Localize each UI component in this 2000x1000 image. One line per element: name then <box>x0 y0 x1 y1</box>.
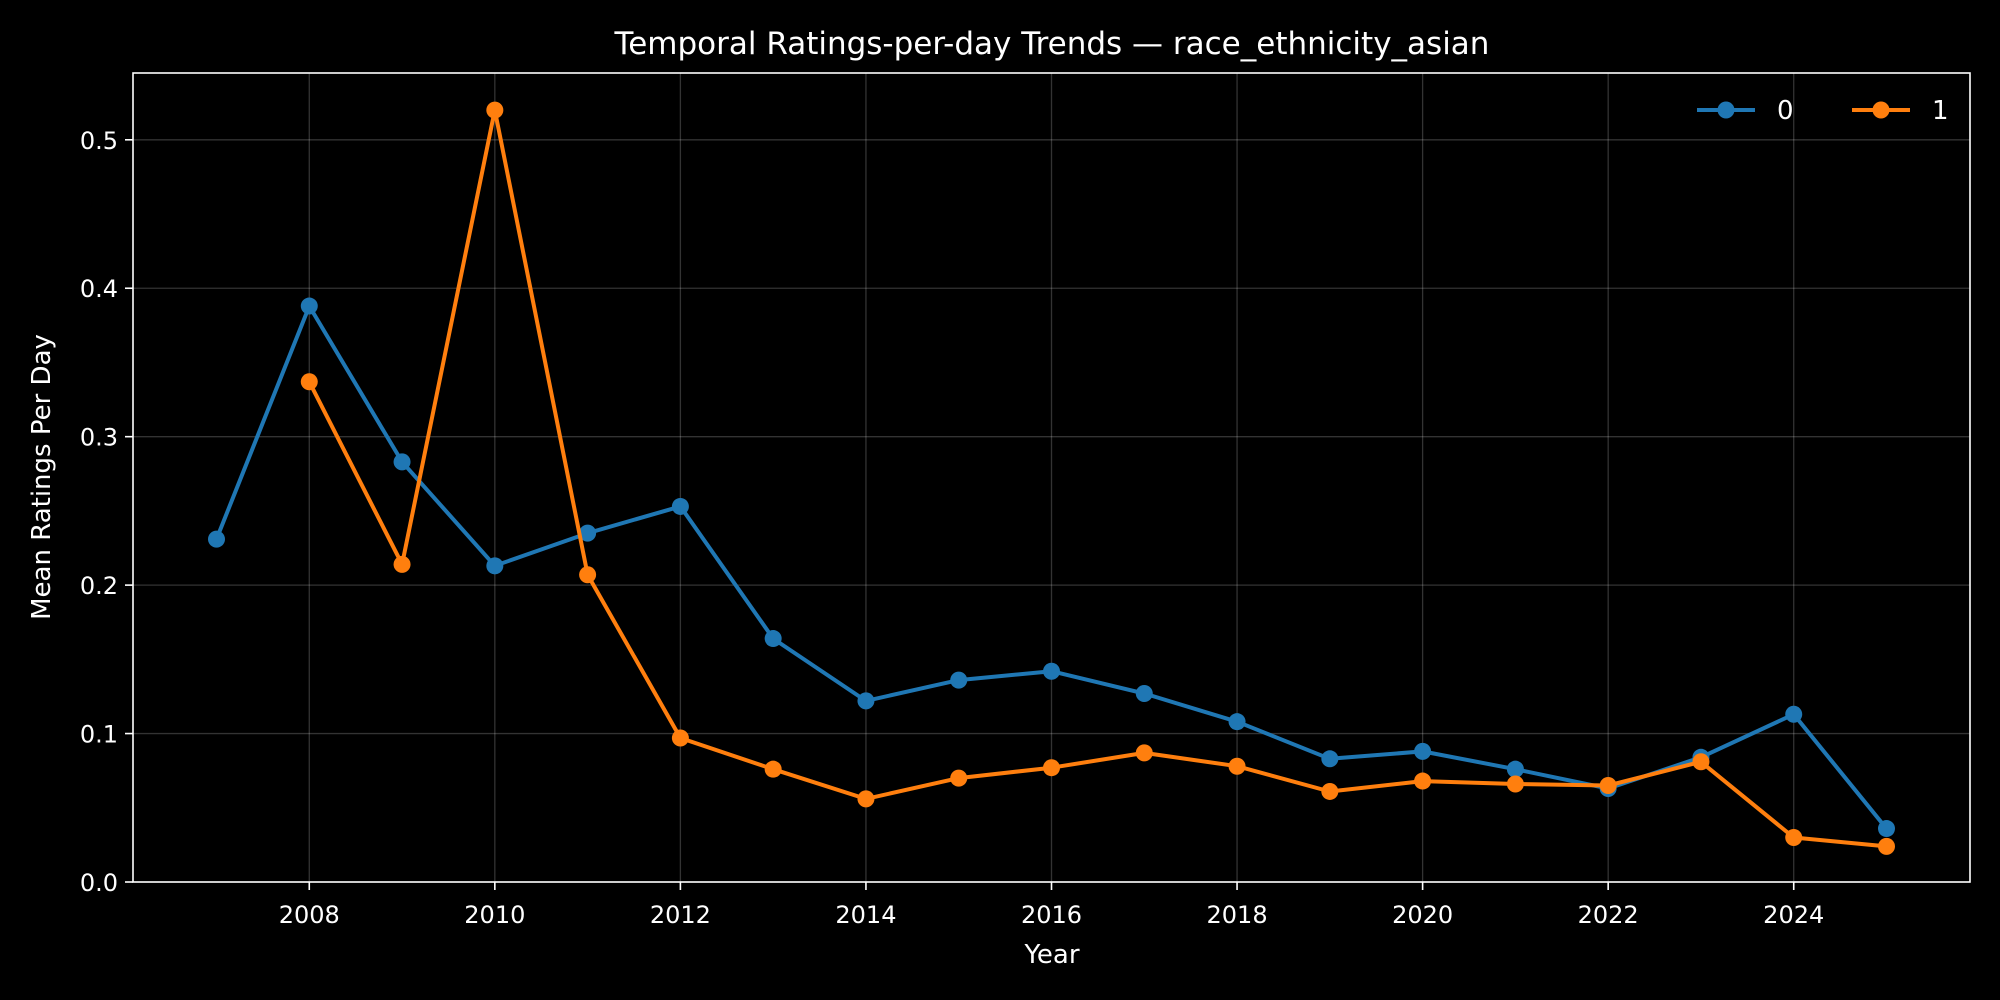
x-tick-label: 2012 <box>650 901 711 929</box>
data-point <box>208 530 225 548</box>
data-point <box>300 373 318 391</box>
x-tick-label: 2022 <box>1578 901 1639 929</box>
data-point <box>950 671 968 689</box>
data-point <box>857 790 875 808</box>
chart-title: Temporal Ratings-per-day Trends — race_e… <box>614 26 1490 62</box>
y-tick-label: 0.0 <box>80 869 118 897</box>
data-point <box>486 101 504 119</box>
data-point <box>1506 760 1524 778</box>
data-point <box>1228 757 1246 775</box>
series-layer <box>208 101 1895 855</box>
y-tick-label: 0.4 <box>80 275 118 303</box>
data-point <box>1228 713 1246 731</box>
y-axis: 0.0 0.1 0.2 0.3 0.4 0.5 <box>80 127 133 897</box>
data-point <box>764 630 782 648</box>
x-tick-label: 2016 <box>1021 901 1082 929</box>
data-point <box>393 555 411 573</box>
legend-marker <box>1717 101 1735 119</box>
data-point <box>857 692 875 710</box>
data-point <box>393 453 411 471</box>
data-point <box>764 760 782 778</box>
x-tick-label: 2014 <box>835 901 896 929</box>
x-axis-label: Year <box>1023 940 1079 970</box>
data-point <box>1785 705 1803 723</box>
y-tick-label: 0.3 <box>80 424 118 452</box>
data-point <box>1043 759 1060 777</box>
data-point <box>1878 820 1895 838</box>
legend-label: 1 <box>1932 96 1949 126</box>
x-tick-label: 2024 <box>1763 901 1824 929</box>
data-point <box>1135 744 1153 762</box>
data-point <box>950 769 968 787</box>
series-line-1 <box>307 108 1889 849</box>
legend-item-0: 0 <box>1697 96 1794 126</box>
x-tick-label: 2008 <box>279 901 340 929</box>
y-tick-label: 0.2 <box>80 572 118 600</box>
data-point <box>1414 742 1432 760</box>
data-point <box>579 524 597 542</box>
data-point <box>1506 775 1524 793</box>
data-point <box>1599 777 1617 795</box>
data-point <box>1878 837 1895 855</box>
data-point <box>1321 750 1339 768</box>
data-point <box>1043 662 1060 680</box>
data-point <box>1692 753 1710 771</box>
x-tick-label: 2020 <box>1392 901 1453 929</box>
x-axis: 2008 2010 2012 2014 2016 2018 2020 2022 2024 <box>279 882 1824 929</box>
x-tick-label: 2018 <box>1207 901 1268 929</box>
series-1 <box>300 101 1895 855</box>
y-tick-label: 0.5 <box>80 127 118 155</box>
data-point <box>671 729 689 747</box>
x-tick-label: 2010 <box>464 901 525 929</box>
legend-label: 0 <box>1777 96 1794 126</box>
data-point <box>1321 782 1339 800</box>
data-point <box>579 566 597 584</box>
y-axis-label: Mean Ratings Per Day <box>27 334 57 620</box>
data-point <box>671 497 689 515</box>
data-point <box>1785 828 1803 846</box>
data-point <box>1414 772 1432 790</box>
data-point <box>300 297 318 315</box>
data-point <box>486 557 504 575</box>
data-point <box>1135 684 1153 702</box>
y-tick-label: 0.1 <box>80 721 118 749</box>
legend-item-1: 1 <box>1852 96 1949 126</box>
legend-marker <box>1872 101 1890 119</box>
